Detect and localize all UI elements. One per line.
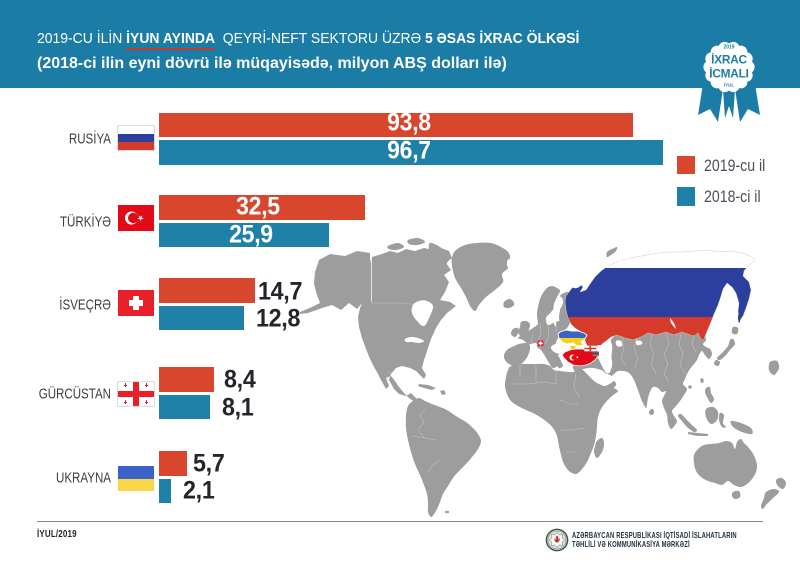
svg-text:İYUL: İYUL <box>724 82 735 88</box>
svg-text:2019: 2019 <box>723 45 734 51</box>
svg-text:İXRAC: İXRAC <box>711 53 747 67</box>
svg-text:İCMALI: İCMALI <box>709 67 748 81</box>
